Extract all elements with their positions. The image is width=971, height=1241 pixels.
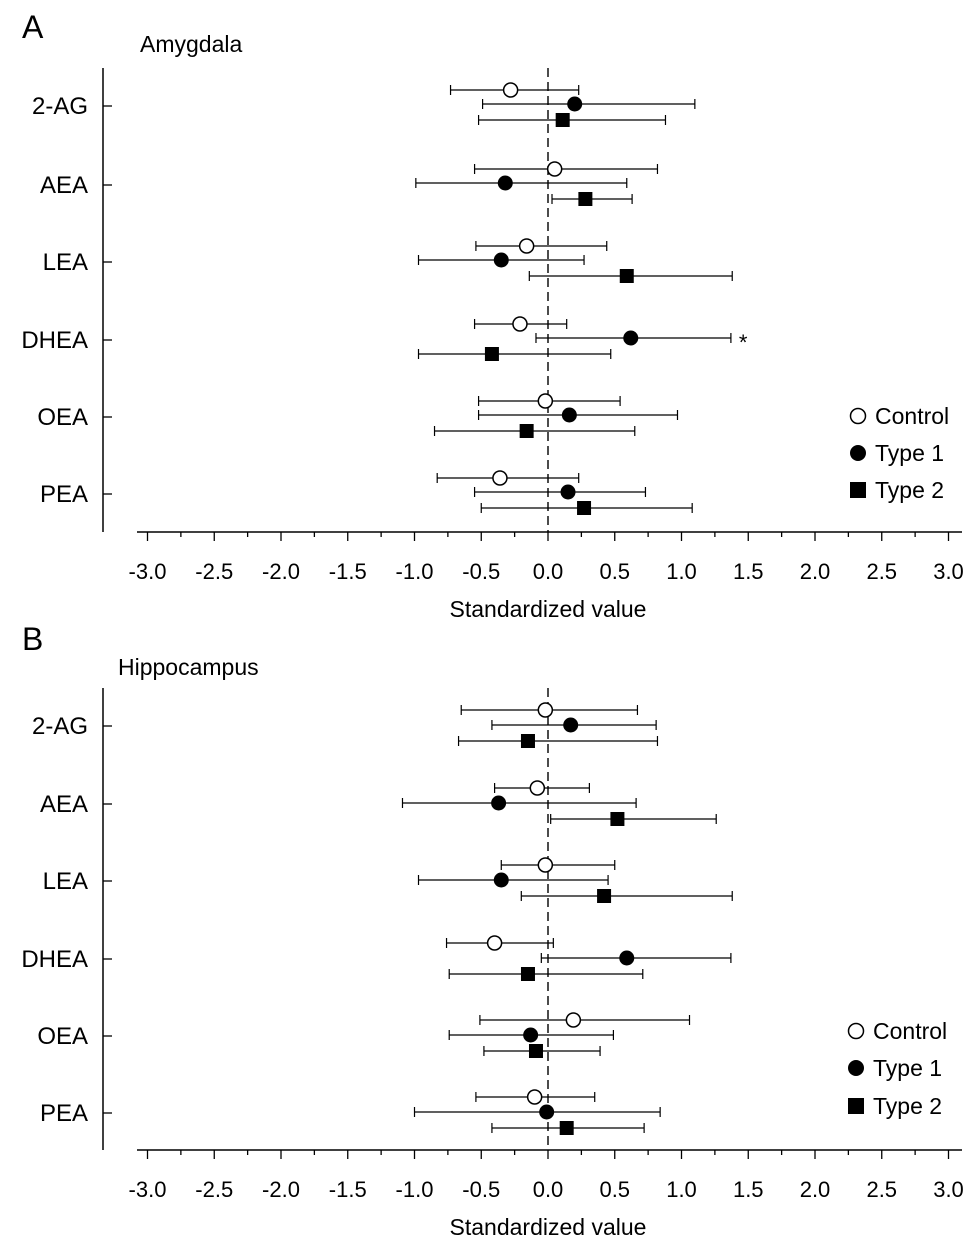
panel-a-type-1-point (493, 252, 509, 268)
panel-b-control-point (526, 1089, 543, 1105)
panel-a-legend-type-1-marker (850, 445, 866, 461)
panel-b-category-label: 2-AG (32, 713, 88, 740)
panel-a-type-2-point (578, 192, 593, 206)
panel-b-x-tick-label: 3.0 (933, 1177, 964, 1202)
panel-b-legend-type-2-marker (848, 1098, 864, 1114)
panel-a-x-tick-label: 2.5 (866, 559, 897, 584)
panel-a-control-point (512, 316, 528, 332)
panel-a-x-tick-label: -2.5 (195, 559, 233, 584)
panel-b-category-label: LEA (43, 868, 88, 895)
panel-b-x-tick-label: 0.0 (533, 1177, 564, 1202)
panel-a-category-label: DHEA (21, 327, 88, 354)
panel-b-title: Hippocampus (118, 654, 259, 680)
panel-a-control-point (502, 82, 519, 98)
panel-a-type-1-point (561, 407, 577, 423)
panel-b-x-tick-label: 2.0 (800, 1177, 831, 1202)
panel-b-legend-control-label: Control (873, 1018, 947, 1044)
panel-b-control-point (486, 935, 503, 951)
panel-b-x-tick-label: 0.5 (599, 1177, 630, 1202)
panel-b-legend-type-1-marker (848, 1060, 864, 1076)
panel-letter-b: B (22, 621, 43, 657)
panel-b-category-label: PEA (40, 1100, 88, 1127)
panel-b-x-axis-title: Standardized value (450, 1214, 647, 1240)
panel-b-type-2-point (597, 889, 612, 903)
panel-b-control-point (529, 780, 546, 796)
panel-b-x-tick-label: -1.5 (329, 1177, 367, 1202)
panel-a-x-tick-label: -0.5 (462, 559, 500, 584)
panel-b-x-tick-label: 1.5 (733, 1177, 764, 1202)
panel-a-type-1-point (567, 96, 583, 112)
panel-a-significance-marker: * (739, 330, 748, 355)
panel-b-type-1-point (619, 950, 635, 966)
panel-a-type-2-point (519, 424, 534, 438)
panel-b-type-2-point (559, 1121, 574, 1135)
panel-a-category-label: AEA (40, 172, 88, 199)
panel-a-type-2-point (577, 501, 592, 515)
panel-a-x-axis-title: Standardized value (450, 596, 647, 622)
panel-b-control-point (537, 857, 554, 873)
panel-a-type-2-point (484, 347, 499, 361)
panel-a-legend-control-marker (849, 407, 867, 425)
panel-a-control-point (546, 161, 563, 177)
panel-b-type-1-point (539, 1104, 555, 1120)
panel-b-control-point (537, 702, 554, 718)
panel-b-x-tick-label: -3.0 (129, 1177, 167, 1202)
panel-b-x-tick-label: -2.5 (195, 1177, 233, 1202)
panel-a-type-1-point (623, 330, 639, 346)
panel-a-type-2-point (619, 269, 634, 283)
panel-b-x-tick-label: 1.0 (666, 1177, 697, 1202)
panel-a-legend-type-1-label: Type 1 (875, 440, 944, 466)
panel-a-x-tick-label: 3.0 (933, 559, 964, 584)
panel-b-x-tick-label: -1.0 (396, 1177, 434, 1202)
panel-a-type-2-point (555, 113, 570, 127)
panel-b-type-2-point (610, 812, 625, 826)
panel-letter-a: A (22, 9, 44, 45)
panel-a-category-label: PEA (40, 481, 88, 508)
panel-b-legend-type-1-label: Type 1 (873, 1055, 942, 1081)
panel-a-x-tick-label: 1.5 (733, 559, 764, 584)
panel-a-control-point (537, 393, 554, 409)
panel-a-x-tick-label: 0.5 (599, 559, 630, 584)
panel-a-type-1-point (497, 175, 513, 191)
panel-b-category-label: DHEA (21, 946, 88, 973)
panel-b-type-2-point (528, 1044, 543, 1058)
panel-b-type-1-point (491, 795, 507, 811)
panel-a-legend-type-2-marker (850, 482, 866, 498)
panel-a-x-tick-label: 2.0 (800, 559, 831, 584)
panel-b-legend-type-2-label: Type 2 (873, 1093, 942, 1119)
panel-a-control-point (492, 470, 508, 486)
panel-a-category-label: OEA (37, 404, 88, 431)
panel-a-x-tick-label: 0.0 (533, 559, 564, 584)
panel-b-category-label: OEA (37, 1023, 88, 1050)
panel-a: A Amygdala Standardized value -3.0 -2.5 -2… (21, 9, 963, 622)
panel-a-control-point (518, 238, 535, 254)
panel-b-control-point (565, 1012, 582, 1028)
panel-a-type-1-point (560, 484, 576, 500)
panel-a-x-tick-label: -3.0 (129, 559, 167, 584)
panel-a-category-label: LEA (43, 249, 88, 276)
panel-b-type-1-point (563, 717, 579, 733)
panel-a-x-tick-label: -2.0 (262, 559, 300, 584)
panel-b-category-label: AEA (40, 791, 88, 818)
panel-a-category-label: 2-AG (32, 93, 88, 120)
panel-b-legend-control-marker (847, 1022, 865, 1040)
panel-a-legend-type-2-label: Type 2 (875, 477, 944, 503)
panel-b-type-1-point (493, 872, 509, 888)
panel-b-x-tick-label: 2.5 (866, 1177, 897, 1202)
panel-b-x-tick-label: -0.5 (462, 1177, 500, 1202)
panel-b: B Hippocampus Standardized value -3.0 -2.… (21, 621, 963, 1240)
panel-b-type-2-point (520, 734, 535, 748)
panel-b-type-1-point (523, 1027, 539, 1043)
panel-a-x-tick-label: -1.0 (396, 559, 434, 584)
panel-b-x-tick-label: -2.0 (262, 1177, 300, 1202)
panel-b-type-2-point (520, 967, 535, 981)
panel-a-x-tick-label: 1.0 (666, 559, 697, 584)
panel-a-title: Amygdala (140, 31, 242, 57)
panel-a-x-tick-label: -1.5 (329, 559, 367, 584)
panel-a-legend-control-label: Control (875, 403, 949, 429)
